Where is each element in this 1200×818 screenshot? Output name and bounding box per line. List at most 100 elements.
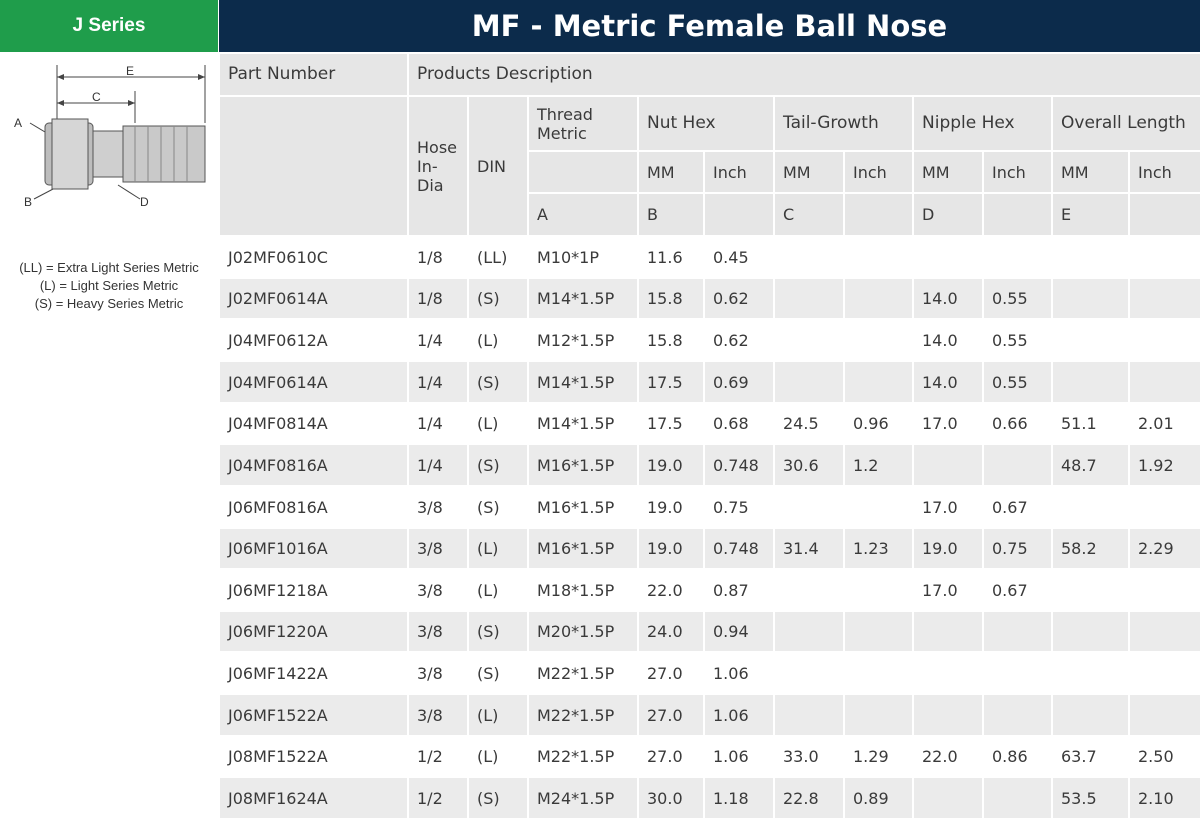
table-cell: J06MF1522A [218, 693, 407, 735]
cell-text: M14*1.5P [537, 372, 615, 392]
table-cell [1128, 485, 1200, 527]
group-header: Tail-Growth [773, 95, 912, 150]
cell-text: 27.0 [647, 705, 683, 725]
table-cell: 48.7 [1051, 443, 1128, 485]
table-cell [773, 318, 843, 360]
table-cell: 19.0 [637, 527, 703, 568]
cell-text: 3/8 [417, 705, 443, 725]
table-cell [773, 277, 843, 318]
table-cell: (L) [467, 735, 527, 776]
cell-text: (S) [477, 289, 500, 308]
table-cell: (L) [467, 318, 527, 360]
table-cell: J02MF0610C [218, 235, 407, 277]
table-cell [912, 693, 982, 735]
cell-text: 33.0 [783, 747, 819, 766]
table-cell [843, 568, 912, 610]
cell-text: M10*1P [537, 247, 599, 267]
cell-text: J06MF1218A [228, 580, 328, 600]
table-cell [1051, 610, 1128, 651]
table-cell: 0.62 [703, 318, 773, 360]
table-cell: J08MF1522A [218, 735, 407, 776]
group-header: Nipple Hex [912, 95, 1051, 150]
cell-text: M14*1.5P [537, 289, 615, 308]
cell-text: 30.0 [647, 788, 683, 808]
cell-text: 0.75 [992, 539, 1028, 558]
table-cell [843, 610, 912, 651]
header-cell: Part Number [218, 52, 407, 95]
cell-text: 1/2 [417, 747, 443, 766]
table-cell [843, 485, 912, 527]
cell-text: M16*1.5P [537, 539, 615, 558]
table-cell: J08MF1624A [218, 776, 407, 818]
cell-text: 0.66 [992, 414, 1028, 433]
cell-text: J04MF0614A [228, 372, 328, 392]
cell-text: 1.29 [853, 747, 889, 766]
cell-text: 2.10 [1138, 788, 1174, 808]
table-cell: 0.87 [703, 568, 773, 610]
cell-text: 0.67 [992, 580, 1028, 600]
cell-text: 2.01 [1138, 414, 1174, 433]
table-cell: J06MF0816A [218, 485, 407, 527]
table-cell: 1.06 [703, 735, 773, 776]
table-cell [1128, 360, 1200, 402]
table-cell: 3/8 [407, 651, 467, 693]
table-cell: (L) [467, 527, 527, 568]
table-cell: 17.0 [912, 568, 982, 610]
table-cell [773, 360, 843, 402]
table-cell: 3/8 [407, 693, 467, 735]
table-cell [773, 693, 843, 735]
cell-text: MM [922, 162, 950, 182]
cell-text: Inch [713, 162, 747, 182]
cell-text: 1.23 [853, 539, 889, 558]
letter-header [703, 192, 773, 235]
table-cell [843, 360, 912, 402]
table-cell: (S) [467, 277, 527, 318]
cell-text: 1.92 [1138, 455, 1174, 475]
cell-text: 1.06 [713, 747, 749, 766]
cell-text: J08MF1624A [228, 788, 328, 808]
cell-text: 19.0 [647, 455, 683, 475]
cell-text: 17.0 [922, 414, 958, 433]
table-cell: 27.0 [637, 651, 703, 693]
cell-text: 2.50 [1138, 747, 1174, 766]
cell-text: 1/4 [417, 455, 443, 475]
label-a: A [14, 116, 22, 130]
table-cell: 14.0 [912, 360, 982, 402]
unit-header: Inch [703, 150, 773, 192]
table-cell: 0.67 [982, 485, 1051, 527]
cell-text: B [647, 205, 658, 224]
table-cell: 33.0 [773, 735, 843, 776]
table-cell [1051, 693, 1128, 735]
cell-text: 19.0 [647, 497, 683, 517]
table-cell: 53.5 [1051, 776, 1128, 818]
table-cell: 11.6 [637, 235, 703, 277]
cell-text: 27.0 [647, 663, 683, 683]
cell-text: 0.96 [853, 414, 889, 433]
cell-text: 0.55 [992, 330, 1028, 350]
cell-text: M22*1.5P [537, 747, 615, 766]
table-cell [773, 651, 843, 693]
table-cell: 0.75 [982, 527, 1051, 568]
table-cell: J02MF0614A [218, 277, 407, 318]
cell-text: 0.86 [992, 747, 1028, 766]
header-cell: A [527, 192, 637, 235]
cell-text: M24*1.5P [537, 788, 615, 808]
cell-text: (L) [477, 580, 499, 600]
header-cell [218, 95, 407, 235]
table-cell: M14*1.5P [527, 360, 637, 402]
cell-text: 1.18 [713, 788, 749, 808]
table-cell: (S) [467, 360, 527, 402]
cell-text: 14.0 [922, 289, 958, 308]
table-cell: 1/8 [407, 277, 467, 318]
cell-text: 0.748 [713, 455, 759, 475]
cell-text: 0.89 [853, 788, 889, 808]
table-cell: (L) [467, 693, 527, 735]
table-cell [982, 651, 1051, 693]
table-cell: 0.748 [703, 527, 773, 568]
cell-text: 1.06 [713, 705, 749, 725]
cell-text: 0.94 [713, 622, 749, 641]
cell-text: 15.8 [647, 330, 683, 350]
header-cell: Thread Metric [527, 95, 637, 150]
legend-line: (L) = Light Series Metric [39, 278, 179, 293]
